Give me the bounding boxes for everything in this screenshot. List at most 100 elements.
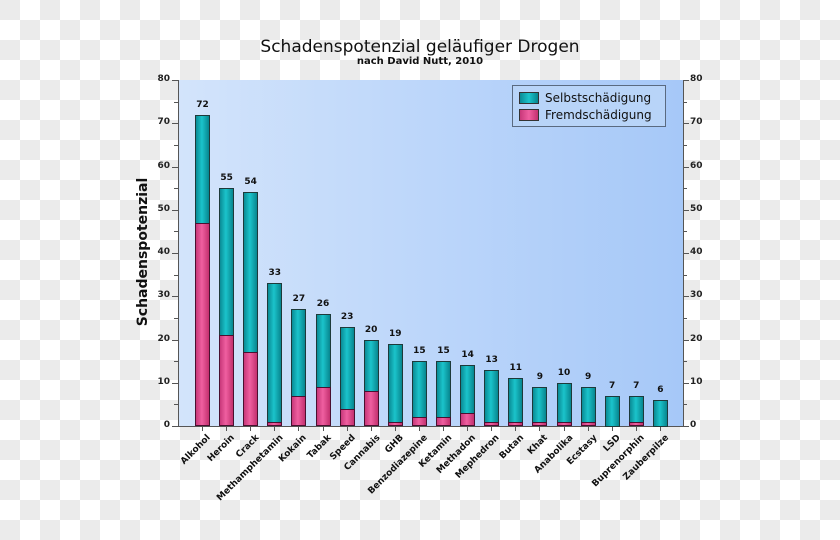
y-tick-mark-left xyxy=(172,209,178,211)
legend-label-fremd: Fremdschädigung xyxy=(545,108,652,122)
bar-selbst-17 xyxy=(604,395,620,427)
bar-total-label: 26 xyxy=(316,298,330,309)
y-tick-label-left: 0 xyxy=(163,420,170,430)
bar-fremd-8 xyxy=(387,421,403,426)
bar-total-label: 14 xyxy=(461,350,474,361)
bar-total-label: 19 xyxy=(389,328,402,339)
y-tick-mark-left xyxy=(172,382,178,384)
x-tick-mark xyxy=(635,427,637,431)
y-tick-mark-right xyxy=(683,426,689,427)
bar-selbst-10 xyxy=(436,361,451,419)
y-tick-mark-left xyxy=(174,404,178,406)
x-tick-mark xyxy=(587,427,589,431)
bar-total-label: 54 xyxy=(244,177,257,188)
x-tick-mark xyxy=(226,427,228,431)
bar-selbst-15 xyxy=(556,382,572,423)
x-tick-mark xyxy=(394,427,396,431)
bar-total-label: 15 xyxy=(413,346,426,357)
legend-item-selbst: Selbstschädigung xyxy=(519,91,651,105)
bar-fremd-16 xyxy=(580,421,596,426)
bar-selbst-16 xyxy=(580,387,596,423)
x-tick-mark xyxy=(611,427,613,431)
bar-selbst-12 xyxy=(484,369,500,423)
bar-total-label: 15 xyxy=(437,346,450,357)
x-tick-mark xyxy=(298,427,300,431)
bar-total-label: 9 xyxy=(536,372,544,383)
y-tick-mark-right xyxy=(683,209,689,211)
y-tick-mark-left xyxy=(174,361,178,363)
y-tick-label-left: 70 xyxy=(157,117,170,128)
bar-total-label: 55 xyxy=(220,173,233,184)
x-tick-label: Butan xyxy=(498,433,527,462)
bar-total-label: 72 xyxy=(196,99,209,110)
x-tick-mark xyxy=(202,427,203,431)
bar-fremd-15 xyxy=(556,421,572,426)
y-tick-mark-right xyxy=(683,188,687,190)
chart-subtitle: nach David Nutt, 2010 xyxy=(356,56,484,67)
y-tick-mark-left xyxy=(174,231,178,233)
plot-area xyxy=(178,80,684,427)
bar-fremd-12 xyxy=(484,421,500,426)
bar-fremd-7 xyxy=(363,391,379,426)
x-tick-mark xyxy=(515,427,517,431)
y-tick-mark-right xyxy=(683,253,689,254)
y-tick-label-left: 40 xyxy=(157,247,170,257)
y-tick-label-left: 20 xyxy=(157,333,170,344)
bar-total-label: 7 xyxy=(609,380,616,391)
y-tick-label-right: 20 xyxy=(690,333,703,344)
x-tick-mark xyxy=(659,427,661,431)
bar-selbst-7 xyxy=(363,339,379,393)
y-tick-mark-left xyxy=(172,123,178,125)
y-tick-label-right: 50 xyxy=(690,203,703,214)
y-tick-label-left: 60 xyxy=(157,160,170,171)
bar-selbst-5 xyxy=(315,313,331,389)
bar-fremd-6 xyxy=(339,408,355,426)
y-tick-mark-right xyxy=(683,166,689,168)
y-tick-mark-right xyxy=(683,296,689,298)
bar-fremd-18 xyxy=(628,421,644,426)
x-tick-mark xyxy=(491,427,493,431)
y-tick-mark-left xyxy=(172,426,178,427)
bar-selbst-0 xyxy=(195,114,210,224)
y-tick-label-left: 10 xyxy=(157,376,170,387)
bar-selbst-3 xyxy=(267,283,283,423)
y-tick-label-right: 10 xyxy=(690,376,703,387)
y-tick-mark-right xyxy=(683,404,687,406)
bar-fremd-9 xyxy=(411,417,427,426)
bar-total-label: 11 xyxy=(509,363,523,374)
bar-total-label: 23 xyxy=(340,311,354,322)
bar-total-label: 6 xyxy=(657,385,664,396)
y-tick-mark-left xyxy=(172,339,178,341)
y-tick-mark-right xyxy=(683,339,689,341)
y-tick-label-right: 0 xyxy=(690,420,697,430)
bar-fremd-3 xyxy=(267,421,283,426)
bar-selbst-13 xyxy=(508,378,524,423)
y-tick-label-left: 50 xyxy=(157,203,170,214)
x-tick-mark xyxy=(346,427,348,431)
x-tick-mark xyxy=(274,427,276,431)
y-tick-mark-right xyxy=(683,101,687,103)
y-axis-label: Schadenspotenzial xyxy=(135,177,151,327)
bar-total-label: 7 xyxy=(633,380,640,391)
bar-selbst-18 xyxy=(628,395,644,423)
x-tick-label: LSD xyxy=(601,433,623,454)
bar-selbst-11 xyxy=(460,365,476,414)
y-tick-label-right: 60 xyxy=(690,160,703,171)
bar-fremd-0 xyxy=(195,222,210,426)
x-tick-mark xyxy=(467,427,469,431)
y-tick-mark-left xyxy=(174,144,178,146)
x-tick-mark xyxy=(370,427,372,431)
x-tick-mark xyxy=(563,427,565,431)
bar-fremd-13 xyxy=(508,421,524,426)
bar-fremd-11 xyxy=(460,413,476,426)
bar-total-label: 9 xyxy=(584,372,592,383)
y-tick-label-right: 70 xyxy=(690,117,703,128)
legend-item-fremd: Fremdschädigung xyxy=(519,108,652,122)
y-tick-mark-right xyxy=(683,80,689,81)
x-tick-mark xyxy=(322,427,324,431)
y-tick-mark-right xyxy=(683,231,687,233)
y-tick-mark-right xyxy=(683,382,689,384)
bar-fremd-4 xyxy=(291,395,307,426)
bar-selbst-9 xyxy=(411,361,427,419)
bar-total-label: 27 xyxy=(292,294,306,305)
